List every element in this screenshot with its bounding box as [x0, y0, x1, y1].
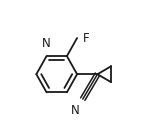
Text: N: N	[42, 37, 51, 50]
Text: F: F	[83, 31, 90, 45]
Text: N: N	[71, 104, 79, 117]
